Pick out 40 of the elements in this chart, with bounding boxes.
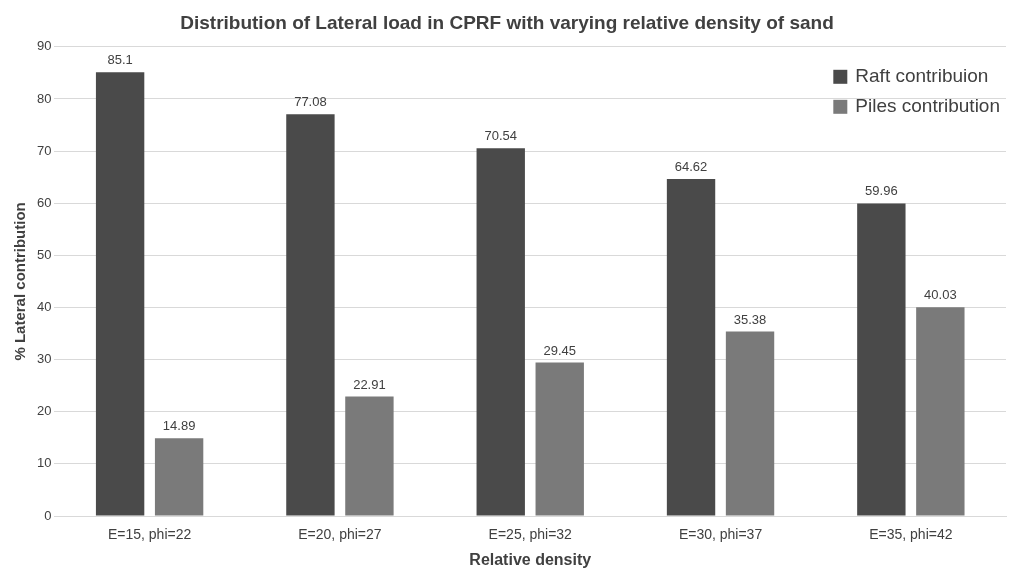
data-label: 22.91 [353, 376, 386, 392]
bar [476, 148, 525, 516]
bar [286, 114, 335, 516]
x-tick-label: E=15, phi=22 [107, 526, 192, 543]
data-label: 70.54 [484, 128, 518, 144]
y-tick-label: 30 [36, 351, 52, 367]
bar [95, 72, 145, 516]
bar [666, 179, 716, 516]
bar [154, 438, 204, 516]
x-tick-label: E=25, phi=32 [488, 526, 573, 543]
bar [535, 362, 584, 516]
bar [857, 203, 906, 516]
legend-label: Raft contribuion [855, 65, 989, 87]
legend-label: Piles contribution [855, 95, 1001, 117]
data-label: 14.89 [162, 418, 196, 434]
y-tick-label: 50 [36, 246, 52, 262]
bar [916, 307, 965, 516]
data-label: 29.45 [543, 342, 576, 358]
y-tick-label: 20 [36, 403, 52, 419]
y-tick-label: 10 [36, 455, 52, 471]
x-tick-label: E=30, phi=37 [678, 526, 763, 543]
chart-title: Distribution of Lateral load in CPRF with varying relative density of sand [180, 11, 834, 33]
data-label: 35.38 [733, 311, 767, 327]
bar [725, 331, 775, 516]
x-axis-title: Relative density [469, 550, 592, 568]
data-label: 85.1 [107, 52, 133, 68]
y-tick-label: 90 [36, 38, 52, 54]
data-label: 77.08 [294, 94, 327, 110]
bar [345, 396, 394, 516]
data-label: 59.96 [865, 183, 898, 199]
data-label: 40.03 [924, 287, 957, 303]
y-axis-title: % Lateral contribution [11, 202, 29, 361]
y-tick-label: 40 [36, 299, 52, 315]
y-tick-label: 80 [36, 90, 52, 106]
y-tick-label: 0 [44, 507, 52, 523]
y-tick-label: 60 [36, 194, 52, 210]
x-tick-label: E=35, phi=42 [869, 526, 953, 543]
y-tick-label: 70 [36, 142, 52, 158]
x-tick-label: E=20, phi=27 [298, 526, 382, 543]
data-label: 64.62 [674, 159, 708, 175]
